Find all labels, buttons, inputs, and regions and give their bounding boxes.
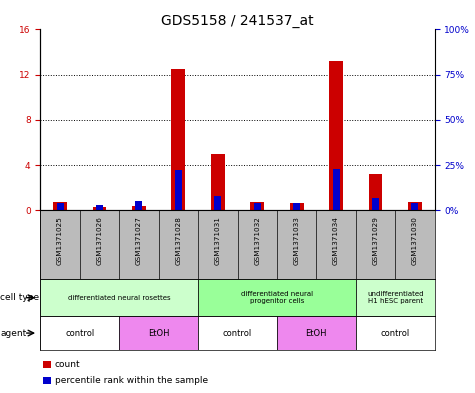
- Bar: [293, 203, 300, 210]
- Bar: [356, 279, 435, 316]
- Text: EtOH: EtOH: [148, 329, 170, 338]
- Bar: [332, 169, 340, 210]
- Bar: [277, 316, 356, 350]
- Bar: [369, 174, 382, 210]
- Text: EtOH: EtOH: [305, 329, 327, 338]
- Bar: [356, 316, 435, 350]
- Text: count: count: [55, 360, 80, 369]
- Text: control: control: [223, 329, 252, 338]
- Bar: [408, 202, 422, 210]
- Text: GSM1371028: GSM1371028: [175, 216, 181, 264]
- Text: GSM1371031: GSM1371031: [215, 216, 221, 264]
- Text: control: control: [65, 329, 95, 338]
- Bar: [57, 203, 64, 210]
- Text: GSM1371030: GSM1371030: [412, 216, 418, 264]
- Text: differentiated neural
progenitor cells: differentiated neural progenitor cells: [241, 291, 313, 304]
- Bar: [171, 69, 185, 210]
- Text: GSM1371025: GSM1371025: [57, 216, 63, 264]
- Bar: [254, 203, 261, 210]
- Text: GSM1371027: GSM1371027: [136, 216, 142, 264]
- Title: GDS5158 / 241537_at: GDS5158 / 241537_at: [161, 15, 314, 28]
- Bar: [175, 171, 182, 210]
- Text: GSM1371026: GSM1371026: [96, 216, 103, 264]
- Text: GSM1371034: GSM1371034: [333, 216, 339, 264]
- Text: percentile rank within the sample: percentile rank within the sample: [55, 376, 208, 385]
- Bar: [53, 202, 67, 210]
- Bar: [211, 154, 225, 210]
- Text: agent: agent: [0, 329, 27, 338]
- Bar: [214, 196, 221, 210]
- Bar: [96, 205, 103, 210]
- Bar: [250, 202, 264, 210]
- Text: cell type: cell type: [0, 293, 39, 302]
- Bar: [135, 201, 142, 210]
- Text: undifferentiated
H1 hESC parent: undifferentiated H1 hESC parent: [367, 291, 423, 304]
- Bar: [198, 316, 277, 350]
- Bar: [93, 208, 106, 210]
- Bar: [119, 316, 198, 350]
- Bar: [411, 203, 418, 210]
- Text: differentiated neural rosettes: differentiated neural rosettes: [68, 295, 171, 301]
- Bar: [40, 316, 119, 350]
- Bar: [43, 377, 51, 384]
- Text: control: control: [380, 329, 410, 338]
- Text: GSM1371029: GSM1371029: [372, 216, 379, 264]
- Bar: [198, 279, 356, 316]
- Bar: [372, 198, 379, 210]
- Bar: [40, 279, 198, 316]
- Bar: [290, 204, 304, 210]
- Bar: [329, 61, 343, 210]
- Text: GSM1371032: GSM1371032: [254, 216, 260, 264]
- Bar: [132, 206, 146, 210]
- Text: GSM1371033: GSM1371033: [294, 216, 300, 264]
- Bar: [43, 361, 51, 368]
